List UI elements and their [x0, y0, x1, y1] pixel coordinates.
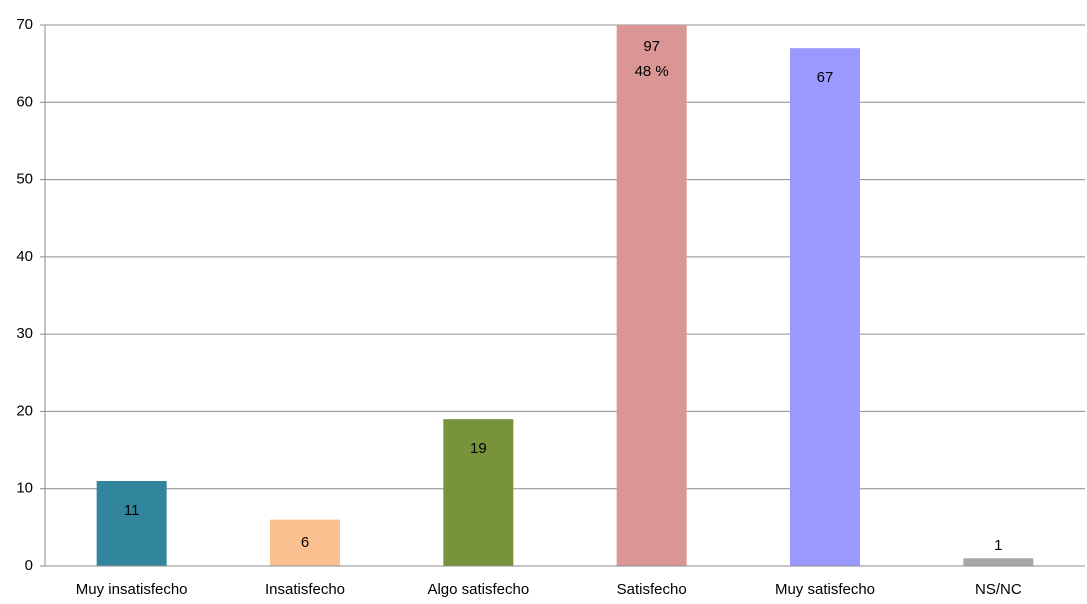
bar [443, 419, 514, 566]
y-tick-label: 50 [16, 171, 33, 188]
y-tick-label: 10 [16, 480, 33, 497]
plot-area [96, 25, 1034, 567]
x-tick-label: Satisfecho [617, 581, 687, 598]
data-label: 11 [124, 502, 140, 519]
data-label: 6 [301, 534, 309, 551]
y-tick-label: 0 [25, 557, 33, 574]
y-tick-label: 20 [16, 402, 33, 419]
bar [963, 558, 1034, 566]
bar [270, 519, 340, 566]
bar [790, 48, 860, 566]
data-annotation: 48 % [635, 63, 669, 80]
y-tick-label: 70 [16, 16, 33, 33]
data-label: 1 [994, 537, 1002, 554]
x-tick-label: NS/NC [975, 581, 1022, 598]
data-label: 67 [817, 69, 834, 86]
bar [616, 25, 687, 567]
y-tick-label: 40 [16, 248, 33, 265]
x-tick-label: Muy insatisfecho [76, 581, 188, 598]
x-tick-label: Insatisfecho [265, 581, 345, 598]
x-tick-label: Algo satisfecho [427, 581, 529, 598]
data-label: 19 [470, 440, 487, 457]
x-tick-label: Muy satisfecho [775, 581, 875, 598]
bar [96, 480, 167, 566]
data-label: 97 [643, 38, 660, 55]
y-tick-label: 30 [16, 325, 33, 342]
y-tick-label: 60 [16, 93, 33, 110]
